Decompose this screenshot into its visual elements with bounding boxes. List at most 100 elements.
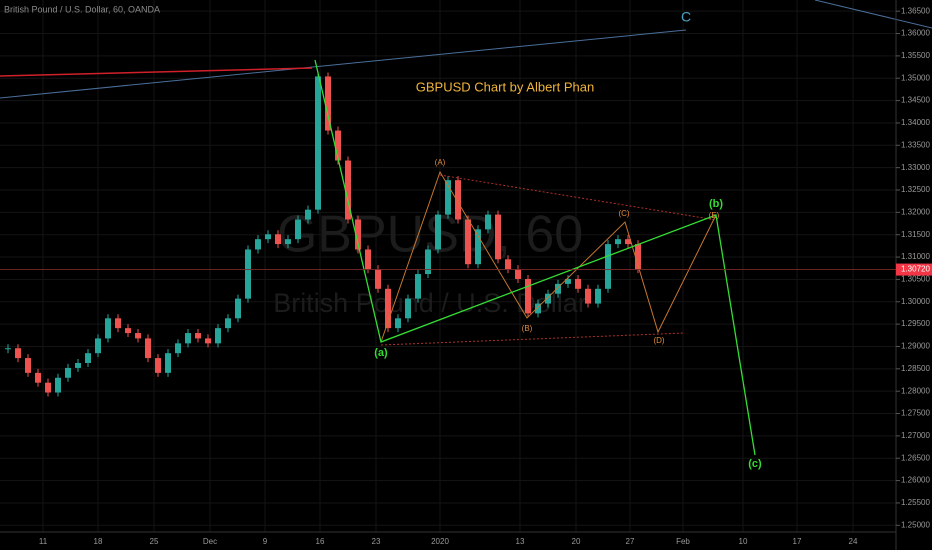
candle-body — [5, 348, 11, 350]
candle-body — [575, 278, 581, 289]
watermark-subtitle: British Pound / U.S. Dollar — [273, 288, 587, 318]
candle-body — [45, 382, 51, 393]
candle-body — [515, 269, 521, 279]
candle-body — [625, 239, 631, 245]
candle-body — [525, 278, 531, 314]
candle-body — [85, 353, 91, 364]
wave-label: (c) — [748, 458, 762, 470]
trend-line — [0, 67, 313, 77]
candle-body — [475, 229, 481, 265]
wave-label: (a) — [374, 347, 388, 359]
candle-body — [135, 333, 141, 339]
candle-body — [365, 249, 371, 270]
candle-body — [535, 303, 541, 314]
y-tick-label: 1.26500 — [901, 453, 930, 462]
y-tick-label: 1.25000 — [901, 520, 930, 529]
chart-title: GBPUSD Chart by Albert Phan — [416, 79, 594, 94]
candle-body — [255, 239, 261, 250]
candle-body — [95, 338, 101, 354]
candle-body — [425, 249, 431, 275]
y-tick-label: 1.26000 — [901, 476, 930, 485]
x-tick-label: 16 — [316, 537, 325, 546]
candle-body — [495, 214, 501, 260]
y-tick-label: 1.33500 — [901, 140, 930, 149]
symbol-header: British Pound / U.S. Dollar, 60, OANDA — [4, 4, 160, 14]
candle-body — [555, 283, 561, 294]
candle-body — [295, 219, 301, 240]
y-tick-label: 1.30500 — [901, 275, 930, 284]
wave-label: (A) — [435, 158, 446, 167]
candle-body — [235, 298, 241, 319]
x-tick-label: 10 — [739, 537, 748, 546]
y-tick-label: 1.32000 — [901, 207, 930, 216]
y-tick-label: 1.32500 — [901, 185, 930, 194]
candle-body — [55, 377, 61, 393]
candle-body — [435, 214, 441, 250]
candle-body — [175, 343, 181, 354]
candle-body — [285, 239, 291, 245]
y-tick-label: 1.29000 — [901, 342, 930, 351]
candle-body — [155, 358, 161, 373]
y-tick-label: 1.25500 — [901, 498, 930, 507]
candle-body — [145, 338, 151, 359]
x-tick-label: Feb — [676, 537, 690, 546]
candle-body — [415, 274, 421, 299]
candle-body — [205, 338, 211, 344]
y-tick-label: 1.34000 — [901, 118, 930, 127]
x-tick-label: 27 — [626, 537, 635, 546]
wave-label: C — [681, 9, 691, 25]
y-tick-label: 1.28000 — [901, 386, 930, 395]
candle-body — [75, 363, 81, 368]
candle-body — [25, 358, 31, 373]
y-tick-label: 1.36000 — [901, 29, 930, 38]
candle-body — [195, 333, 201, 339]
y-tick-label: 1.28500 — [901, 364, 930, 373]
candle-body — [345, 160, 351, 220]
candle-body — [325, 76, 331, 131]
candle-body — [565, 278, 571, 284]
trend-line — [0, 29, 687, 99]
drawings — [0, 0, 932, 456]
x-tick-label: 20 — [572, 537, 581, 546]
y-tick-label: 1.33000 — [901, 163, 930, 172]
wave-line — [314, 59, 756, 456]
x-tick-label: Dec — [203, 537, 217, 546]
candle-body — [315, 76, 321, 210]
wave-label: (C) — [618, 209, 629, 218]
candle-body — [485, 214, 491, 230]
candle-body — [275, 234, 281, 245]
wave-line — [380, 170, 717, 343]
candle-body — [35, 372, 41, 383]
candle-body — [385, 288, 391, 329]
candle-body — [65, 367, 71, 378]
trend-line — [814, 0, 932, 29]
candle-body — [445, 180, 451, 215]
y-tick-label: 1.27500 — [901, 409, 930, 418]
candle-body — [305, 209, 311, 220]
last-price-box — [896, 263, 932, 276]
y-tick-label: 1.34500 — [901, 96, 930, 105]
wave-label: (E) — [709, 211, 720, 220]
x-tick-label: 9 — [263, 537, 268, 546]
y-tick-label: 1.27000 — [901, 431, 930, 440]
candle-body — [105, 318, 111, 339]
candle-body — [375, 269, 381, 289]
candle-body — [335, 130, 341, 161]
candle-body — [225, 318, 231, 329]
candle-body — [545, 293, 551, 304]
x-tick-label: 2020 — [431, 537, 449, 546]
y-tick-label: 1.35500 — [901, 51, 930, 60]
x-tick-label: 17 — [793, 537, 802, 546]
candle-body — [165, 353, 171, 373]
x-tick-label: 24 — [849, 537, 858, 546]
candle-body — [395, 318, 401, 329]
candle-body — [215, 328, 221, 344]
x-tick-label: 18 — [94, 537, 103, 546]
candle-body — [125, 328, 131, 334]
candle-body — [185, 333, 191, 344]
last-price-label: 1.30720 — [901, 265, 930, 274]
candle-body — [265, 234, 271, 240]
x-tick-label: 25 — [150, 537, 159, 546]
candle-body — [605, 244, 611, 289]
